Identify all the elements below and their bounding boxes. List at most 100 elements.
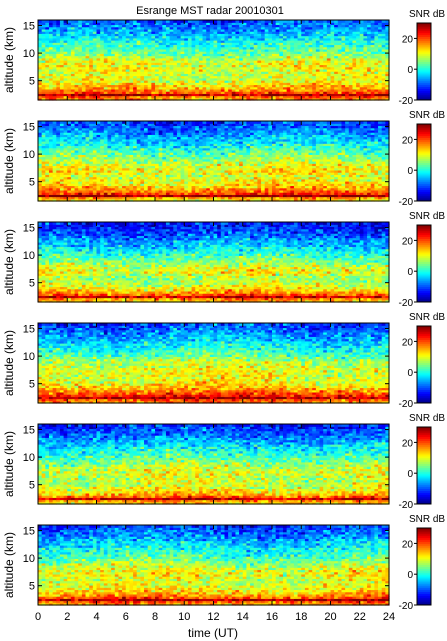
- heatmap-cell: [162, 42, 167, 46]
- heatmap-cell: [184, 68, 189, 72]
- heatmap-cell: [326, 71, 332, 74]
- heatmap-cell: [286, 24, 291, 28]
- heatmap-cell: [330, 73, 335, 77]
- heatmap-cell: [100, 97, 105, 101]
- heatmap-cell: [301, 37, 306, 41]
- heatmap-cell: [378, 82, 383, 86]
- heatmap-cell: [220, 37, 226, 41]
- heatmap-cell: [155, 86, 160, 90]
- heatmap-cell: [118, 44, 123, 48]
- heatmap-cell: [374, 80, 379, 83]
- heatmap-cell: [92, 44, 98, 48]
- heatmap-cell: [301, 53, 306, 57]
- heatmap-cell: [111, 71, 116, 74]
- colorbar-step: [417, 86, 431, 89]
- heatmap-cell: [78, 60, 83, 63]
- heatmap-cell: [334, 37, 339, 41]
- heatmap-cell: [304, 44, 310, 48]
- heatmap-cell: [231, 80, 237, 83]
- heatmap-cell: [275, 62, 280, 66]
- heatmap-cell: [165, 46, 171, 50]
- heatmap-cell: [345, 68, 350, 72]
- heatmap-cell: [41, 62, 46, 66]
- heatmap-cell: [246, 31, 251, 34]
- heatmap-cell: [231, 22, 237, 26]
- heatmap-cell: [319, 64, 324, 68]
- heatmap-cell: [114, 82, 120, 86]
- heatmap-cell: [158, 37, 163, 41]
- heatmap-cell: [228, 28, 233, 32]
- heatmap-cell: [173, 53, 178, 57]
- heatmap-cell: [253, 82, 258, 86]
- heatmap-cell: [38, 26, 43, 30]
- heatmap-cell: [78, 51, 83, 54]
- heatmap-cell: [122, 57, 127, 61]
- heatmap-cell: [67, 44, 72, 48]
- heatmap-cell: [81, 51, 87, 54]
- heatmap-cell: [165, 73, 171, 77]
- heatmap-cell: [114, 26, 120, 30]
- heatmap-cell: [103, 97, 109, 101]
- heatmap-cell: [381, 62, 386, 66]
- heatmap-cell: [56, 33, 61, 37]
- heatmap-cell: [48, 28, 54, 32]
- heatmap-cell: [337, 82, 343, 86]
- heatmap-cell: [173, 91, 178, 94]
- heatmap-cell: [290, 31, 295, 34]
- heatmap-cell: [38, 51, 43, 54]
- heatmap-cell: [213, 28, 218, 32]
- heatmap-cell: [257, 31, 262, 34]
- heatmap-cell: [140, 48, 145, 52]
- heatmap-cell: [290, 66, 295, 70]
- heatmap-cell: [133, 31, 138, 34]
- heatmap-cell: [195, 93, 200, 97]
- heatmap-cell: [191, 33, 196, 37]
- heatmap-cell: [337, 22, 343, 26]
- heatmap-cell: [140, 77, 145, 81]
- heatmap-cell: [67, 55, 72, 59]
- heatmap-cell: [220, 62, 226, 66]
- heatmap-cell: [261, 35, 266, 39]
- heatmap-cell: [385, 48, 390, 52]
- heatmap-cell: [348, 46, 354, 50]
- heatmap-cell: [45, 48, 50, 52]
- heatmap-cell: [180, 26, 185, 30]
- heatmap-cell: [45, 53, 50, 57]
- heatmap-cell: [261, 82, 266, 86]
- heatmap-cell: [78, 91, 83, 94]
- heatmap-cell: [253, 51, 258, 54]
- heatmap-cell: [246, 82, 251, 86]
- heatmap-cell: [370, 95, 375, 99]
- heatmap-cell: [70, 20, 76, 23]
- heatmap-cell: [228, 95, 233, 99]
- heatmap-cell: [147, 53, 152, 57]
- heatmap-cell: [286, 82, 291, 86]
- heatmap-cell: [301, 48, 306, 52]
- heatmap-cell: [261, 57, 266, 61]
- heatmap-cell: [293, 24, 299, 28]
- heatmap-cell: [209, 42, 215, 46]
- heatmap-cell: [261, 71, 266, 74]
- colorbar-step: [417, 32, 431, 36]
- heatmap-cell: [297, 93, 302, 97]
- heatmap-cell: [56, 86, 61, 90]
- heatmap-cell: [103, 68, 109, 72]
- heatmap-cell: [41, 88, 46, 92]
- heatmap-cell: [41, 31, 46, 34]
- heatmap-cell: [352, 33, 357, 37]
- heatmap-cell: [348, 88, 354, 92]
- heatmap-cell: [63, 26, 68, 30]
- heatmap-cell: [239, 60, 244, 63]
- heatmap-cell: [319, 44, 324, 48]
- heatmap-cell: [118, 26, 123, 30]
- heatmap-cell: [352, 68, 357, 72]
- heatmap-cell: [224, 66, 229, 70]
- heatmap-cell: [257, 44, 262, 48]
- heatmap-cell: [220, 35, 226, 39]
- heatmap-cell: [165, 22, 171, 26]
- heatmap-cell: [180, 40, 185, 43]
- heatmap-cell: [334, 88, 339, 92]
- heatmap-cell: [363, 60, 368, 63]
- heatmap-cell: [133, 57, 138, 61]
- heatmap-cell: [147, 77, 152, 81]
